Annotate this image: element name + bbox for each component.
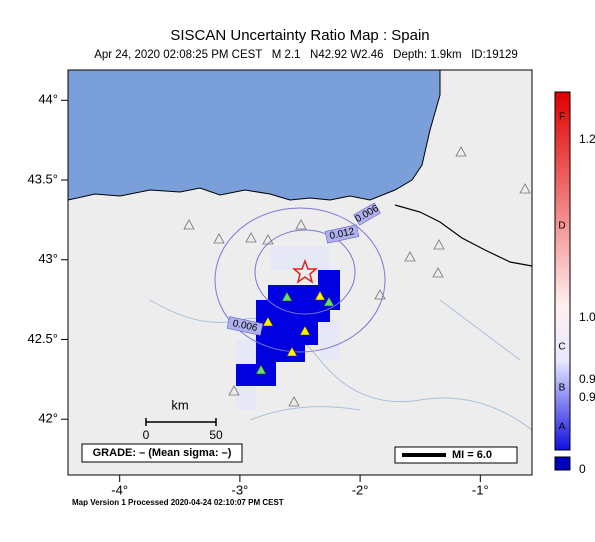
lat-tick-label: 43°	[38, 251, 58, 266]
grade-letter: A	[559, 422, 566, 433]
scale-start: 0	[143, 428, 150, 442]
colorbar-zero	[554, 456, 571, 471]
title: SISCAN Uncertainty Ratio Map : Spain	[170, 27, 429, 44]
scale-unit: km	[171, 397, 188, 412]
map-frame	[67, 69, 533, 476]
lon-tick-label: -3°	[232, 482, 249, 497]
lon-tick-label: -4°	[111, 482, 128, 497]
grade-letter: C	[558, 342, 565, 353]
grade-letter: F	[559, 112, 565, 123]
grade-letter: D	[558, 221, 565, 232]
colorbar-label: 0.9	[579, 372, 595, 386]
lat-tick-label: 42°	[38, 411, 58, 426]
sea	[67, 69, 441, 201]
contours	[214, 207, 386, 353]
stations	[183, 146, 531, 407]
contour-boxes	[226, 202, 381, 336]
lon-tick-label: -1°	[472, 482, 489, 497]
lat-tick-label: 44°	[38, 92, 58, 107]
colorbar	[554, 91, 571, 451]
mi-box	[394, 446, 518, 464]
frame	[61, 69, 533, 482]
footer: Map Version 1 Processed 2020-04-24 02:10…	[72, 498, 284, 507]
colorbar-label: 1.2	[579, 132, 595, 146]
subtitle: Apr 24, 2020 02:08:25 PM CEST M 2.1 N42.…	[94, 49, 518, 61]
high-cells	[236, 270, 340, 386]
lat-tick-label: 42.5°	[27, 331, 58, 346]
grade-box	[81, 443, 243, 463]
scale-end: 50	[209, 428, 223, 442]
lon-tick-label: -2°	[352, 482, 369, 497]
grade-letter: B	[559, 383, 566, 394]
colorbar-label: 1.0	[579, 310, 595, 324]
colorbar-label: 0.9	[579, 390, 595, 404]
lat-tick-label: 43.5°	[27, 171, 58, 186]
mi-legend: MI = 6.0	[452, 449, 492, 461]
active-stations	[255, 290, 335, 375]
colorbar-label: 0	[579, 462, 586, 476]
epicenter	[291, 258, 319, 284]
contour-label: 0.012	[329, 226, 356, 242]
rivers	[149, 299, 533, 431]
map: 0.006 0.012 0.006 km 0 50 GRADE: – (Mean…	[61, 69, 533, 482]
contour-label: 0.006	[232, 318, 259, 334]
scale-bar	[145, 418, 217, 426]
border	[394, 204, 533, 267]
grade: GRADE: – (Mean sigma: –)	[93, 447, 232, 459]
